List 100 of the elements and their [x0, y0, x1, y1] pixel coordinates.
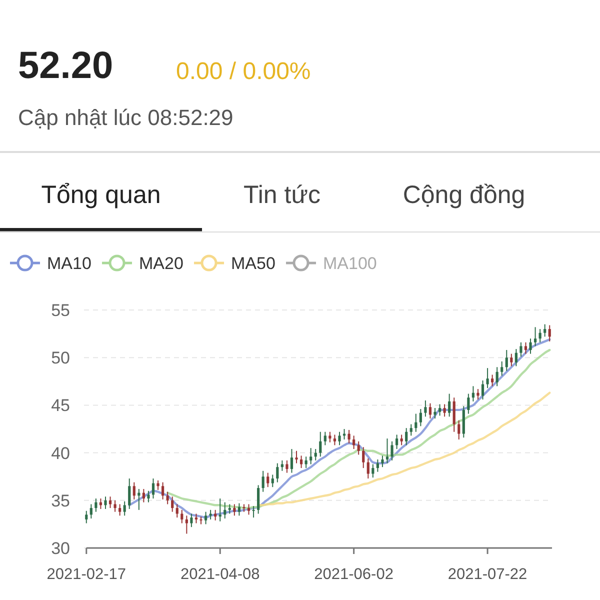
candlestick: [286, 460, 288, 474]
candlestick: [114, 500, 116, 512]
x-tick-label: 2021-07-22: [448, 566, 528, 583]
y-tick-label: 50: [51, 348, 70, 368]
y-tick-label: 55: [51, 301, 70, 320]
candlestick: [434, 408, 436, 420]
candlestick: [276, 462, 279, 483]
candlestick: [348, 429, 350, 444]
candlestick: [548, 324, 551, 342]
candlestick: [395, 434, 398, 450]
candlestick: [142, 488, 145, 503]
text: Tin tức: [244, 181, 320, 209]
candlestick: [352, 435, 356, 450]
candlestick: [209, 509, 212, 520]
candlestick: [467, 393, 470, 414]
candlestick: [443, 404, 446, 418]
candlestick: [252, 506, 255, 518]
candlestick: [147, 490, 150, 503]
candlestick: [218, 498, 222, 522]
candlestick: [428, 402, 432, 420]
candlestick: [319, 431, 322, 458]
candlestick: [520, 342, 522, 358]
chart-title: 52.20: [18, 45, 114, 87]
candlestick: [233, 504, 236, 516]
candlestick: [419, 408, 422, 427]
candlestick: [524, 342, 528, 354]
candlestick: [458, 420, 460, 440]
text: Cập nhật lúc 08:52:29: [18, 105, 234, 130]
line-series: [128, 338, 551, 519]
candlestick: [424, 400, 427, 418]
candlestick: [224, 502, 226, 519]
candlestick: [247, 504, 250, 516]
candlestick: [538, 328, 542, 343]
candlestick: [366, 458, 370, 480]
x-tick-label: 2021-04-08: [180, 566, 260, 583]
candlestick: [194, 513, 198, 524]
candlestick: [176, 504, 178, 518]
candlestick: [462, 406, 465, 438]
candlestick: [372, 464, 374, 478]
candlestick: [362, 446, 365, 469]
y-tick-label: 40: [51, 444, 70, 463]
candlestick: [85, 510, 88, 524]
candlestick: [132, 482, 136, 500]
candlestick: [452, 397, 456, 432]
candlestick: [152, 478, 155, 499]
candlestick: [544, 324, 546, 338]
candlestick: [104, 496, 107, 510]
candlestick: [410, 424, 412, 436]
x-tick-label: 2021-02-17: [46, 566, 126, 583]
candlestick: [180, 509, 184, 524]
candlestick: [476, 388, 480, 400]
candlestick: [357, 440, 360, 456]
candlestick: [514, 348, 518, 367]
candlestick: [156, 480, 160, 490]
candlestick: [228, 504, 231, 514]
candlestick: [271, 474, 274, 488]
candlestick: [238, 502, 241, 516]
text: Cộng đồng: [402, 181, 526, 209]
candlestick: [295, 450, 298, 464]
legend-label: MA100: [323, 254, 377, 273]
candlestick: [496, 366, 498, 387]
candlestick: [123, 500, 126, 516]
candlestick: [90, 504, 92, 519]
candlestick: [190, 513, 193, 528]
candlestick: [505, 349, 508, 372]
candlestick: [171, 496, 174, 512]
candlestick: [310, 448, 312, 465]
candlestick: [534, 326, 537, 347]
candlestick: [338, 431, 341, 446]
candlestick: [529, 338, 532, 354]
candlestick: [290, 448, 294, 474]
candlestick: [242, 504, 246, 512]
candlestick: [118, 504, 122, 516]
chart-subtitle: 0.00 / 0.00%: [176, 58, 311, 85]
candlestick: [376, 458, 379, 472]
y-tick-label: 35: [51, 491, 70, 510]
candlestick: [300, 455, 303, 469]
candlestick: [386, 438, 389, 464]
y-tick-label: 45: [51, 396, 70, 416]
candlestick: [510, 353, 513, 367]
candlestick: [333, 434, 336, 446]
candlestick: [405, 428, 408, 446]
candlestick: [390, 440, 394, 461]
candlestick: [166, 491, 169, 505]
candlestick: [438, 404, 442, 416]
y-tick-label: 30: [51, 539, 70, 558]
legend-label: MA10: [47, 254, 92, 273]
candlestick: [262, 470, 264, 492]
candlestick: [491, 374, 494, 387]
candlestick: [128, 478, 131, 510]
candlestick: [414, 413, 418, 432]
candlestick: [400, 434, 403, 446]
candlestick: [381, 455, 384, 468]
candlestick: [448, 393, 451, 418]
candlestick: [94, 498, 98, 512]
candlestick: [328, 431, 332, 443]
candlestick: [266, 472, 270, 488]
candlestick: [481, 380, 484, 400]
candlestick: [161, 482, 164, 500]
x-tick-label: 2021-06-02: [314, 566, 394, 583]
